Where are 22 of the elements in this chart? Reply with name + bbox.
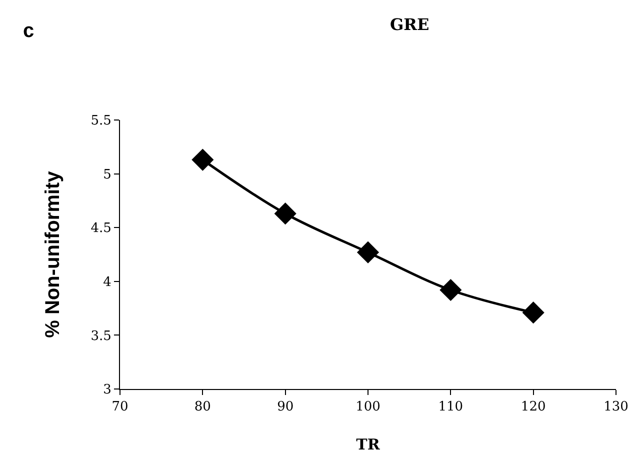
chart-title: GRE: [390, 15, 430, 34]
x-tick-label: 120: [520, 400, 546, 415]
y-tick-label: 5: [103, 167, 112, 182]
x-axis-title: TR: [356, 436, 380, 454]
text: c: [23, 20, 34, 42]
point: [356, 241, 380, 264]
y-tick-label: 5.5: [90, 114, 112, 129]
x-tick-label: 80: [194, 400, 211, 415]
y-axis-title: % Non-uniformity: [42, 170, 64, 338]
y-tick-label: 3.5: [90, 328, 112, 344]
point: [440, 278, 462, 302]
point: [192, 148, 214, 171]
x-tick-label: 110: [438, 400, 464, 415]
x-tick-label: 90: [277, 400, 294, 415]
y-tick-label: 4.5: [90, 221, 112, 236]
x-tick-label: 70: [112, 400, 128, 415]
point: [274, 202, 296, 225]
y-tick-label: 4: [103, 274, 112, 290]
y-tick-label: 3: [103, 382, 112, 398]
x-tick-label: 130: [604, 400, 628, 415]
point: [522, 302, 544, 324]
x-tick-label: 100: [356, 400, 380, 415]
